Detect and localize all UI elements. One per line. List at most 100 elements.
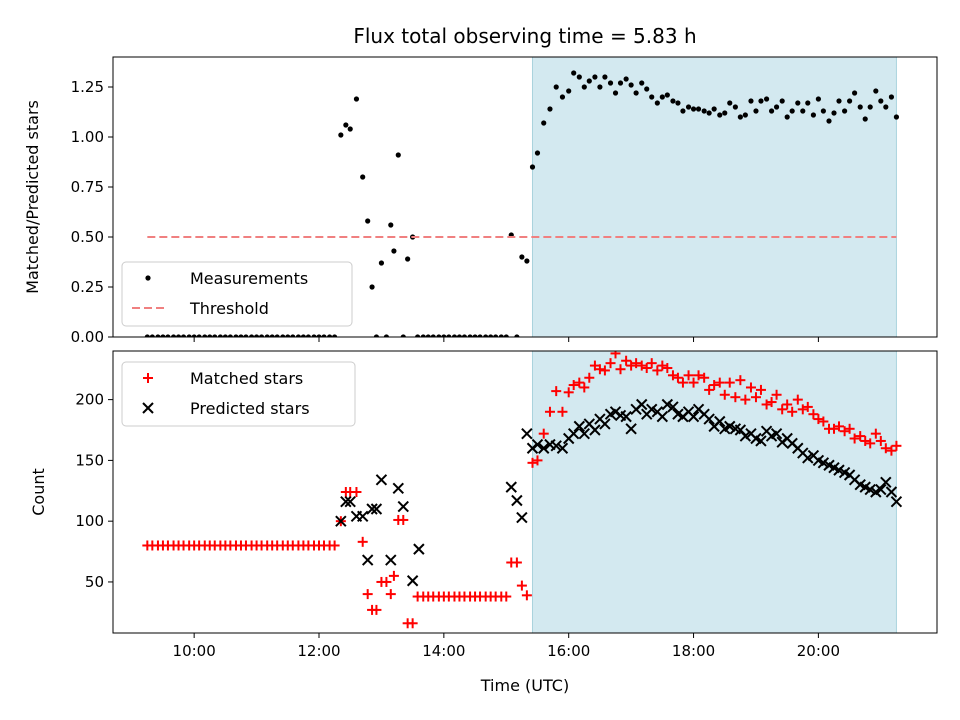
matched-star-point	[802, 401, 813, 412]
predicted-star-point	[361, 554, 374, 566]
y-axis-label: Count	[29, 468, 48, 516]
matched-star-point	[750, 392, 761, 403]
measurement-point	[654, 100, 660, 106]
measurement-point	[784, 114, 790, 120]
measurement-point	[602, 74, 608, 80]
measurement-point	[321, 334, 327, 337]
measurement-point	[888, 94, 895, 100]
measurement-point	[353, 96, 360, 102]
matched-star-point	[849, 433, 860, 444]
measurement-point	[378, 260, 385, 266]
measurement-point	[670, 98, 676, 104]
predicted-star-point	[625, 423, 637, 435]
measurement-point	[180, 334, 187, 337]
matched-star-point	[329, 540, 340, 551]
measurement-point	[493, 334, 499, 337]
legend-box	[121, 361, 356, 427]
matched-star-point	[782, 399, 793, 410]
predicted-star-point	[511, 494, 523, 507]
predicted-star-point	[538, 442, 550, 454]
measurement-point	[628, 82, 634, 88]
matched-star-point	[880, 443, 891, 454]
y-tick-label: 200	[75, 391, 104, 409]
predicted-star-point	[406, 575, 419, 587]
measurement-point	[612, 90, 619, 96]
matched-star-point	[381, 576, 392, 587]
measurement-point	[758, 98, 764, 104]
matched-star-point	[730, 392, 741, 403]
predicted-star-point	[880, 476, 892, 488]
measurement-point	[826, 118, 832, 124]
y-tick-label: 0.00	[71, 328, 104, 346]
measurement-point	[623, 76, 629, 82]
predicted-star-point	[636, 398, 648, 411]
measurement-point	[149, 334, 155, 337]
matched-star-point	[875, 435, 886, 446]
measurement-point	[514, 334, 520, 337]
matched-star-point	[501, 591, 512, 602]
measurement-point	[400, 334, 406, 337]
measurement-point	[233, 334, 239, 337]
predicted-star-point	[714, 415, 726, 428]
panel-ratio: 0.00 0.25 0.50 0.75 1.00 1.25 Matched/Predicte…	[23, 56, 938, 346]
x-tick-label: 14:00	[422, 642, 465, 660]
matched-star-point	[719, 389, 730, 400]
measurement-point	[451, 334, 458, 337]
measurement-point	[405, 256, 411, 262]
measurement-point	[253, 334, 260, 337]
measurement-point	[586, 78, 592, 84]
measurement-point	[633, 90, 639, 96]
measurement-point	[862, 116, 868, 122]
measurement-point	[243, 334, 249, 337]
measurement-point	[217, 334, 223, 337]
measurement-point	[373, 334, 380, 337]
measurement-point	[165, 334, 171, 337]
measurement-point	[800, 108, 806, 114]
matched-star-point	[891, 440, 902, 451]
measurement-point	[617, 80, 624, 86]
measurement-point	[815, 96, 821, 102]
measurement-point	[311, 334, 317, 337]
measurement-point	[592, 74, 598, 80]
measurement-point	[553, 84, 559, 90]
measurement-point	[753, 108, 759, 114]
matched-star-point	[641, 363, 652, 374]
measurement-point	[425, 334, 431, 337]
matched-star-point	[362, 589, 373, 600]
matched-star-point	[351, 487, 362, 497]
matched-star-point	[693, 370, 704, 381]
matched-star-point	[388, 570, 399, 581]
measurement-point	[597, 84, 603, 90]
measurement-point	[415, 334, 421, 337]
predicted-star-point	[687, 410, 700, 423]
matched-star-point	[551, 386, 562, 397]
matched-star-point	[621, 355, 632, 366]
matched-star-point	[709, 380, 720, 391]
measurement-point	[805, 100, 811, 106]
matched-star-point	[610, 351, 621, 359]
measurement-point	[680, 108, 686, 114]
measurement-point	[695, 106, 702, 112]
chart-title: Flux total observing time = 5.83 h	[353, 24, 696, 48]
measurement-point	[768, 108, 775, 114]
matched-star-point	[777, 404, 788, 415]
measurement-point	[547, 106, 553, 112]
predicted-star-point	[703, 413, 715, 425]
y-tick-label: 0.75	[71, 178, 104, 196]
predicted-star-point	[550, 440, 562, 452]
matched-star-point	[538, 428, 549, 439]
matched-star-point	[516, 580, 527, 591]
matched-star-point	[683, 370, 694, 381]
measurement-point	[524, 258, 530, 264]
legend-marker	[142, 402, 154, 414]
measurement-point	[280, 334, 286, 337]
measurement-point	[779, 98, 785, 104]
measurement-point	[559, 94, 566, 100]
matched-star-point	[688, 377, 699, 388]
matched-star-point	[792, 394, 803, 405]
matched-star-point	[532, 455, 543, 466]
measurement-point	[685, 104, 692, 110]
matched-star-point	[407, 618, 418, 629]
measurement-point	[831, 110, 837, 116]
predicted-star-point	[516, 511, 528, 524]
